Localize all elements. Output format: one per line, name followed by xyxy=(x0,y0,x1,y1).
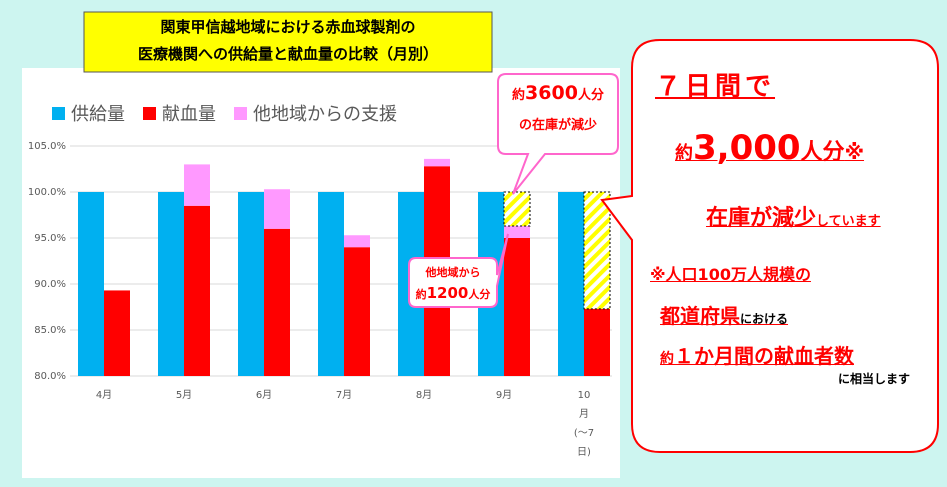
legend-item: 供給量 xyxy=(52,104,125,125)
legend-item: 献血量 xyxy=(143,104,216,125)
title-box xyxy=(83,11,493,73)
bar xyxy=(78,192,104,376)
x-tick-label: 9月 xyxy=(495,390,513,401)
callout-stock-text: 約3600人分 の在庫が減少 xyxy=(498,78,618,141)
bar-segment xyxy=(344,235,370,248)
legend-item: 他地域からの支援 xyxy=(234,104,397,125)
summary-line: 約１か月間の献血者数 xyxy=(660,340,854,369)
callout-support xyxy=(408,233,509,308)
text: 3,000 xyxy=(693,128,801,168)
text: 人分 xyxy=(800,140,845,165)
text: 約 xyxy=(675,143,693,164)
y-tick-label: 80.0% xyxy=(34,371,66,382)
text: 約 xyxy=(660,351,674,367)
x-tick-label: 8月 xyxy=(415,390,433,401)
callout-line: 約1200人分 xyxy=(409,283,497,305)
bar xyxy=(104,290,130,376)
x-tick-label: 10月(〜7日) xyxy=(573,390,595,458)
y-tick-label: 90.0% xyxy=(34,279,66,290)
summary-line: 在庫が減少しています xyxy=(706,200,881,232)
callout-summary xyxy=(600,39,939,453)
text: １か月間の献血者数 xyxy=(674,344,854,368)
bar-segment xyxy=(264,189,290,229)
legend-swatch xyxy=(234,107,247,120)
y-tick-label: 100.0% xyxy=(28,187,66,198)
shortfall-segment xyxy=(583,191,611,310)
bar xyxy=(238,192,264,376)
text: 3600 xyxy=(525,82,578,104)
text: ※ xyxy=(844,140,865,164)
text: 人分 xyxy=(577,88,604,103)
x-tick-label: 4月 xyxy=(95,390,113,401)
y-tick-label: 85.0% xyxy=(34,325,66,336)
shortfall-segment xyxy=(503,191,531,227)
callout-support-text: 他地域から 約1200人分 xyxy=(409,262,497,305)
text: 1200 xyxy=(426,284,469,302)
bar-segment xyxy=(424,158,450,167)
legend-swatch xyxy=(52,107,65,120)
title-line: 医療機関への供給量と献血量の比較（月別） xyxy=(137,45,438,63)
bar xyxy=(584,308,610,376)
bar-segment xyxy=(184,164,210,206)
callout-stock xyxy=(497,73,619,195)
summary-line: ※人口100万人規模の xyxy=(650,265,811,284)
summary-line: ７日間で xyxy=(655,72,776,102)
y-tick-label: 105.0% xyxy=(28,141,66,152)
legend-swatch xyxy=(143,107,156,120)
legend-label: 他地域からの支援 xyxy=(253,104,397,125)
y-tick-label: 95.0% xyxy=(34,233,66,244)
x-tick-label: 5月 xyxy=(175,390,193,401)
bar xyxy=(184,205,210,376)
bar xyxy=(158,192,184,376)
summary-line: 約3,000人分※ xyxy=(675,128,864,168)
legend-label: 献血量 xyxy=(162,104,216,125)
text: しています xyxy=(816,214,881,229)
bar-segment xyxy=(504,226,530,238)
callout-line: 約3600人分 xyxy=(498,78,618,111)
text: 在庫が減少 xyxy=(706,206,817,231)
bar xyxy=(344,247,370,376)
text: における xyxy=(740,312,789,326)
legend-label: 供給量 xyxy=(71,104,125,125)
x-tick-label: 7月 xyxy=(335,390,353,401)
title-line: 関東甲信越地域における赤血球製剤の xyxy=(160,18,416,36)
text: 都道府県 xyxy=(660,304,740,328)
legend: 供給量 献血量 他地域からの支援 xyxy=(52,100,415,126)
x-tick-label: 6月 xyxy=(255,390,273,401)
bar xyxy=(558,192,584,376)
text: 約 xyxy=(512,88,526,103)
summary-line: 都道府県における xyxy=(660,300,788,329)
chart-title: 関東甲信越地域における赤血球製剤の 医療機関への供給量と献血量の比較（月別） xyxy=(84,14,492,68)
callout-line: の在庫が減少 xyxy=(518,118,597,133)
text: 人分 xyxy=(468,288,491,301)
callout-line: 他地域から xyxy=(425,266,481,279)
text: 約 xyxy=(415,288,427,301)
bar xyxy=(264,228,290,376)
summary-line: に相当します xyxy=(838,372,911,386)
bar xyxy=(318,192,344,376)
bar xyxy=(504,238,530,376)
